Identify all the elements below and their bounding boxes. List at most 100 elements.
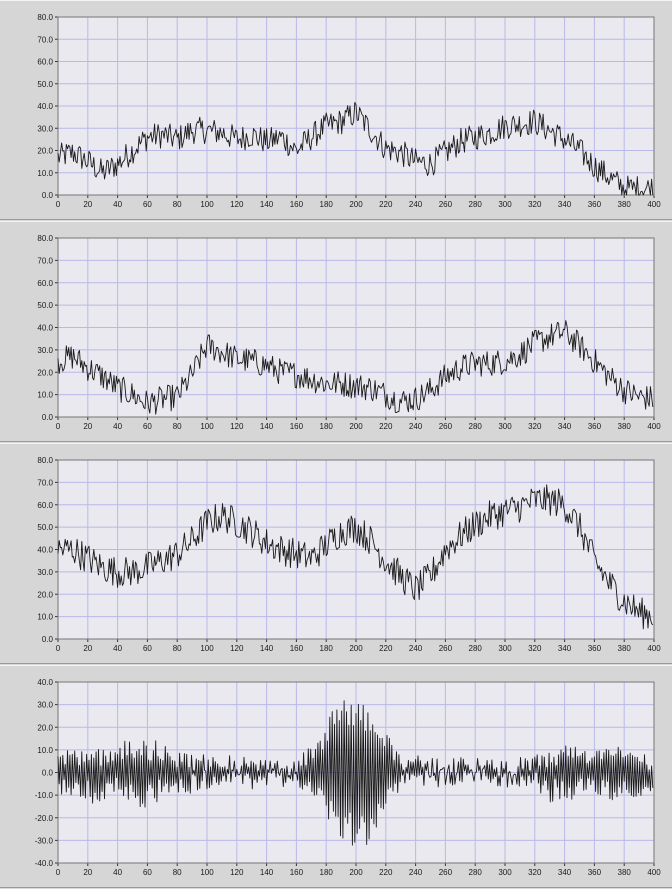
x-tick-label: 0: [56, 422, 61, 431]
x-tick-label: 80: [173, 200, 182, 209]
x-tick-label: 20: [83, 644, 92, 653]
x-tick-label: 40: [113, 422, 122, 431]
y-tick-label: 40.0: [37, 324, 53, 333]
chart-3: 0 20 40 60 80 100 120 140 160 180 200 220 240 260 280 3…: [37, 456, 661, 653]
y-tick-label: 40.0: [37, 678, 53, 687]
y-tick-label: 30.0: [37, 568, 53, 577]
y-tick-label: 0.0: [42, 635, 54, 644]
plot-frame: [57, 237, 655, 418]
x-tick-label: 380: [618, 200, 632, 209]
x-tick-label: 60: [143, 200, 152, 209]
series-line: [57, 700, 654, 846]
y-tick-label: 50.0: [37, 80, 53, 89]
y-tick-label: 20.0: [37, 723, 53, 732]
x-tick-label: 340: [558, 868, 572, 877]
y-tick-label: 10.0: [37, 169, 53, 178]
x-tick-label: 120: [230, 868, 244, 877]
x-tick-label: 160: [290, 200, 304, 209]
x-tick-label: 0: [56, 644, 61, 653]
x-tick-label: 180: [320, 868, 334, 877]
x-tick-label: 200: [349, 644, 363, 653]
y-tick-label: 10.0: [37, 391, 53, 400]
x-tick-label: 20: [83, 868, 92, 877]
x-tick-label: 0: [56, 868, 61, 877]
x-tick-label: 160: [290, 644, 304, 653]
y-tick-label: 0.0: [42, 413, 54, 422]
x-tick-label: 240: [409, 644, 423, 653]
y-tick-label: -40.0: [35, 859, 54, 868]
x-tick-label: 120: [230, 422, 244, 431]
y-tick-label: 10.0: [37, 613, 53, 622]
x-tick-label: 200: [349, 868, 363, 877]
x-tick-label: 320: [528, 644, 542, 653]
x-tick-label: 220: [379, 200, 393, 209]
x-tick-label: 360: [588, 200, 602, 209]
x-tick-label: 260: [439, 644, 453, 653]
x-tick-label: 280: [469, 868, 483, 877]
x-tick-label: 140: [260, 200, 274, 209]
x-tick-label: 380: [618, 644, 632, 653]
x-tick-label: 120: [230, 644, 244, 653]
x-tick-label: 100: [200, 868, 214, 877]
y-tick-label: 70.0: [37, 478, 53, 487]
x-tick-label: 220: [379, 868, 393, 877]
y-tick-label: -30.0: [35, 836, 54, 845]
x-tick-label: 400: [647, 422, 661, 431]
x-tick-label: 380: [618, 868, 632, 877]
x-tick-label: 100: [200, 644, 214, 653]
x-tick-label: 260: [439, 868, 453, 877]
y-tick-label: 50.0: [37, 301, 53, 310]
x-tick-label: 80: [173, 868, 182, 877]
y-tick-label: -20.0: [35, 814, 54, 823]
x-tick-label: 340: [558, 644, 572, 653]
x-tick-label: 160: [290, 422, 304, 431]
chart-panel-1: 0 20 40 60 80 100 120 140 160 180 200 220 240 260 280 3…: [0, 0, 672, 220]
x-tick-label: 20: [83, 422, 92, 431]
x-tick-label: 20: [83, 200, 92, 209]
x-tick-label: 220: [379, 644, 393, 653]
x-tick-label: 320: [528, 422, 542, 431]
x-tick-label: 120: [230, 200, 244, 209]
y-tick-label: 60.0: [37, 58, 53, 67]
x-tick-label: 200: [349, 422, 363, 431]
x-tick-label: 280: [469, 200, 483, 209]
x-tick-label: 360: [588, 644, 602, 653]
x-tick-label: 140: [260, 868, 274, 877]
y-tick-label: 0.0: [42, 191, 54, 200]
plot-frame: [57, 681, 655, 864]
x-tick-label: 200: [349, 200, 363, 209]
x-tick-label: 100: [200, 422, 214, 431]
chart-2: 0 20 40 60 80 100 120 140 160 180 200 220 240 260 280 3…: [37, 234, 661, 431]
x-tick-label: 380: [618, 422, 632, 431]
x-tick-label: 360: [588, 422, 602, 431]
y-tick-label: 0.0: [42, 769, 54, 778]
x-tick-label: 60: [143, 422, 152, 431]
y-tick-label: 20.0: [37, 147, 53, 156]
x-tick-label: 400: [647, 644, 661, 653]
x-tick-label: 280: [469, 644, 483, 653]
x-tick-label: 80: [173, 422, 182, 431]
x-tick-label: 0: [56, 200, 61, 209]
chart-panel-3: 0 20 40 60 80 100 120 140 160 180 200 220 240 260 280 3…: [0, 443, 672, 664]
series-line: [57, 102, 654, 196]
x-tick-label: 140: [260, 644, 274, 653]
x-tick-label: 260: [439, 422, 453, 431]
x-tick-label: 280: [469, 422, 483, 431]
x-tick-label: 240: [409, 422, 423, 431]
x-tick-label: 60: [143, 644, 152, 653]
x-tick-label: 360: [588, 868, 602, 877]
chart-1: 0 20 40 60 80 100 120 140 160 180 200 220 240 260 280 3…: [37, 13, 661, 209]
series-line: [57, 484, 654, 630]
y-tick-label: 40.0: [37, 546, 53, 555]
x-tick-label: 40: [113, 200, 122, 209]
series-line: [57, 320, 654, 415]
x-tick-label: 100: [200, 200, 214, 209]
y-tick-label: 30.0: [37, 701, 53, 710]
y-tick-label: 40.0: [37, 102, 53, 111]
x-tick-label: 260: [439, 200, 453, 209]
y-tick-label: 70.0: [37, 256, 53, 265]
y-tick-label: 50.0: [37, 523, 53, 532]
chart-4: 0 20 40 60 80 100 120 140 160 180 200 220 240 260 280 3…: [35, 678, 661, 877]
x-tick-label: 180: [320, 644, 334, 653]
x-tick-label: 80: [173, 644, 182, 653]
